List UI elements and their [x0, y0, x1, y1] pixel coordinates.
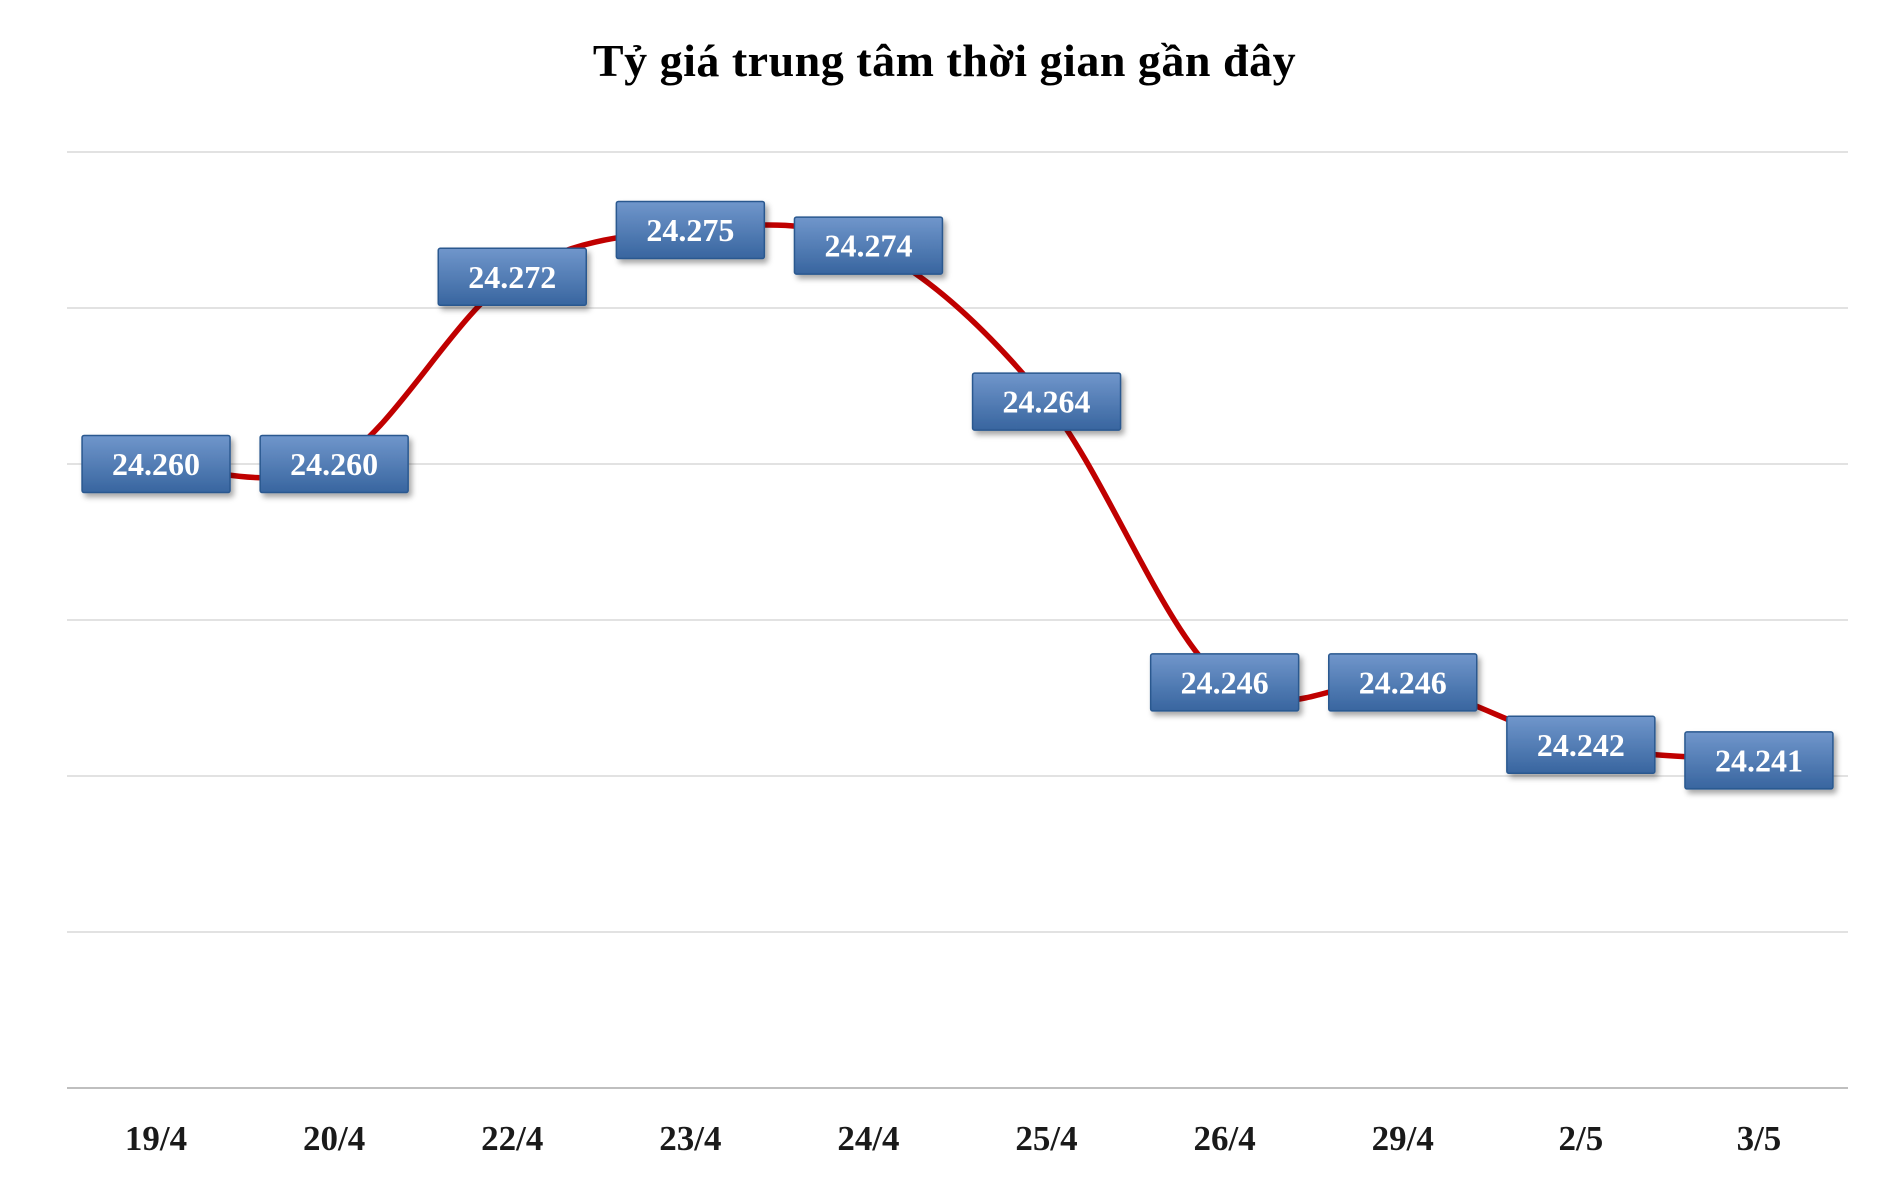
data-label-box [1149, 653, 1300, 712]
data-label-text: 24.241 [1715, 742, 1803, 778]
data-label-box [259, 434, 409, 494]
data-label: 24.260 [259, 434, 409, 494]
data-label: 24.241 [1684, 731, 1834, 790]
data-label: 24.264 [971, 372, 1122, 431]
x-tick-label: 25/4 [1015, 1119, 1077, 1158]
x-tick-label: 26/4 [1194, 1119, 1256, 1158]
data-label-box [615, 200, 766, 260]
x-tick-label: 29/4 [1372, 1119, 1434, 1158]
data-label-box [1506, 715, 1656, 775]
data-label-box [971, 372, 1122, 431]
data-label-text: 24.260 [290, 446, 378, 482]
data-label-text: 24.246 [1181, 664, 1269, 700]
x-tick-label: 20/4 [303, 1119, 365, 1158]
data-label: 24.275 [615, 200, 766, 260]
data-label: 24.246 [1149, 653, 1300, 712]
data-label-text: 24.275 [646, 212, 734, 248]
data-label-box [1328, 653, 1478, 712]
data-label-box [437, 247, 587, 307]
data-label-text: 24.272 [468, 259, 556, 295]
data-label: 24.274 [793, 216, 944, 275]
x-tick-label: 3/5 [1737, 1119, 1782, 1158]
chart-title: Tỷ giá trung tâm thời gian gần đây [592, 35, 1297, 86]
data-label-text: 24.246 [1359, 664, 1447, 700]
data-label: 24.260 [81, 434, 231, 494]
x-tick-label: 24/4 [837, 1119, 899, 1158]
data-label-text: 24.242 [1537, 727, 1625, 763]
x-tick-label: 19/4 [125, 1119, 187, 1158]
x-tick-label: 2/5 [1558, 1119, 1603, 1158]
data-label-text: 24.260 [112, 446, 200, 482]
data-label: 24.272 [437, 247, 587, 307]
data-label-box [81, 434, 231, 494]
data-label-text: 24.274 [824, 228, 912, 264]
data-label-box [793, 216, 944, 275]
x-tick-label: 22/4 [481, 1119, 543, 1158]
data-label-text: 24.264 [1003, 384, 1091, 420]
data-label: 24.242 [1506, 715, 1656, 775]
x-tick-label: 23/4 [659, 1119, 721, 1158]
data-label-box [1684, 731, 1834, 790]
data-label: 24.246 [1328, 653, 1478, 712]
